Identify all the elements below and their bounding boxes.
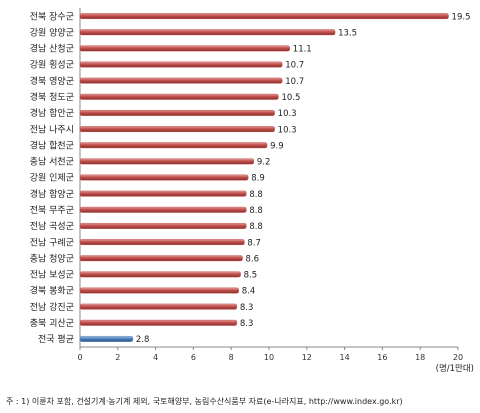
x-tick-labels: 0 2 4 6 8 10 12 14 16 18 20 [77,347,463,362]
bar-19 [79,319,238,326]
bar-1 [79,29,336,36]
category-label-8: 경남 합천군 [30,139,74,151]
value-label-10: 8.9 [251,174,265,184]
x-tick-label-4: 8 [229,353,234,362]
x-tick-label-3: 6 [191,353,196,362]
category-label-15: 충남 청양군 [30,253,74,264]
bar-10 [79,174,249,181]
bar-14 [79,239,245,246]
category-label-12: 전북 무주군 [30,205,74,216]
bar-20 [79,335,134,342]
bar-15 [79,255,243,262]
bar-5 [79,93,279,100]
x-tick-label-2: 4 [153,353,158,362]
x-tick-label-6: 12 [302,353,312,362]
x-tick-label-1: 2 [115,353,120,362]
bar-6 [79,109,275,116]
category-label-7: 전남 나주시 [30,124,74,135]
bar-9 [79,158,255,165]
value-label-4: 10.7 [285,77,304,87]
value-label-6: 10.3 [278,109,297,119]
x-tick-label-10: 20 [453,353,463,362]
value-label-8: 9.9 [270,141,284,151]
bar-17 [79,287,239,294]
category-label-13: 전남 곡성군 [30,221,74,232]
category-label-1: 강원 양양군 [30,27,74,38]
unit-label: (명/1만대) [436,363,474,374]
bar-series [79,13,449,342]
value-label-20: 2.8 [136,335,150,345]
value-label-0: 19.5 [452,12,471,22]
value-label-5: 10.5 [281,93,300,103]
category-label-14: 전남 구례군 [30,237,74,248]
x-tick-label-5: 10 [264,353,274,362]
x-tick-label-9: 18 [415,353,425,362]
category-label-2: 경남 산청군 [30,43,74,55]
value-label-3: 10.7 [285,61,304,71]
bar-3 [79,61,283,68]
value-label-14: 8.7 [247,238,261,248]
bar-12 [79,206,247,213]
category-label-19: 충북 괴산군 [30,318,74,329]
category-label-18: 전남 강진군 [30,302,74,313]
category-label-16: 전남 보성군 [30,270,74,281]
category-label-0: 전북 장수군 [30,11,74,22]
bar-0 [79,13,449,20]
bar-7 [79,126,275,133]
category-label-3: 강원 횡성군 [30,59,74,71]
value-label-19: 8.3 [240,319,254,329]
value-label-9: 9.2 [257,158,271,168]
x-tick-label-0: 0 [77,353,82,362]
bar-8 [79,142,268,149]
bar-16 [79,271,241,278]
category-label-17: 경북 봉화군 [30,285,74,297]
category-label-9: 충남 서천군 [30,157,74,168]
category-label-6: 경남 함안군 [30,107,74,119]
bar-13 [79,222,247,229]
value-label-13: 8.8 [249,222,263,232]
value-label-2: 11.1 [293,45,312,55]
value-label-15: 8.6 [246,254,260,264]
category-label-20: 전국 평균 [38,334,74,345]
bar-4 [79,77,283,84]
bar-18 [79,303,238,310]
footnote: 주 : 1) 이륜차 포함, 건설기계·농기계 제외, 국토해양부, 농림수산식… [6,397,403,406]
value-label-1: 13.5 [338,28,357,38]
value-label-18: 8.3 [240,303,254,313]
value-label-17: 8.4 [242,287,256,297]
bar-2 [79,45,290,52]
category-label-10: 강원 인제군 [30,173,74,184]
value-labels: 19.5 13.5 11.1 10.7 10.7 10.5 10.3 10.3 9.9 9.2 8.… [136,12,471,345]
category-label-11: 경남 함양군 [30,188,74,200]
value-label-7: 10.3 [278,125,297,135]
x-tick-label-8: 16 [377,353,387,362]
category-label-5: 경북 청도군 [30,91,74,103]
value-label-11: 8.8 [249,190,263,200]
value-label-12: 8.8 [249,206,263,216]
value-label-16: 8.5 [244,271,258,281]
bar-11 [79,190,247,197]
x-tick-label-7: 14 [340,353,350,362]
category-label-4: 경북 영양군 [30,75,74,87]
